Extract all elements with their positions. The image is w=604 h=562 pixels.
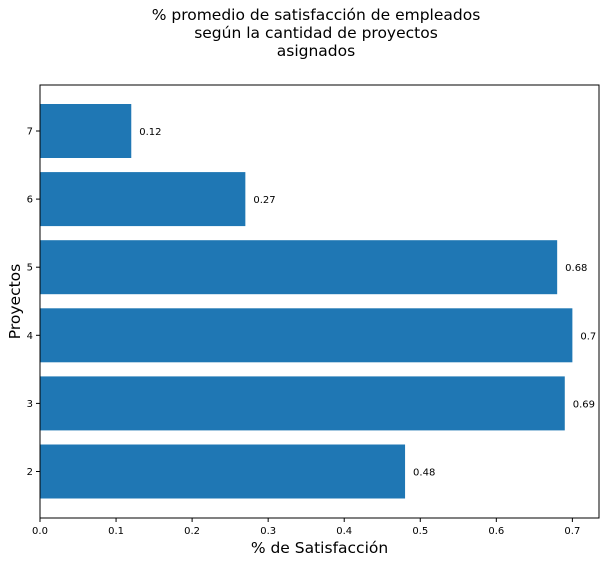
x-tick-label-2: 0.2 <box>184 526 200 537</box>
data-label-3: 0.69 <box>573 399 595 410</box>
y-axis: 2 3 4 5 6 7 <box>27 127 40 478</box>
y-tick-label-2: 2 <box>27 467 33 478</box>
data-labels: 0.48 0.69 0.7 0.68 0.27 0.12 <box>139 127 596 479</box>
x-tick-label-0: 0.0 <box>32 526 48 537</box>
bar-3 <box>40 376 565 431</box>
x-tick-label-6: 0.6 <box>488 526 504 537</box>
bar-5 <box>40 240 558 295</box>
bar-4 <box>40 308 573 363</box>
data-label-4: 0.7 <box>580 331 596 342</box>
bars <box>40 104 573 499</box>
x-axis: 0.0 0.1 0.2 0.3 0.4 0.5 0.6 0.7 <box>32 518 580 537</box>
x-tick-label-5: 0.5 <box>412 526 428 537</box>
bar-7 <box>40 104 132 158</box>
y-tick-label-5: 5 <box>27 263 33 274</box>
data-label-5: 0.68 <box>565 263 587 274</box>
y-tick-label-4: 4 <box>27 331 33 342</box>
bar-2 <box>40 444 406 499</box>
bar-6 <box>40 172 246 227</box>
data-label-2: 0.48 <box>413 468 435 479</box>
x-tick-label-4: 0.4 <box>336 526 352 537</box>
x-tick-label-1: 0.1 <box>108 526 124 537</box>
chart-title-line-3: asignados <box>277 42 355 60</box>
chart-title-line-2: según la cantidad de proyectos <box>194 24 438 42</box>
y-tick-label-3: 3 <box>27 399 33 410</box>
data-label-6: 0.27 <box>253 195 275 206</box>
x-tick-label-3: 0.3 <box>260 526 276 537</box>
y-axis-label: Proyectos <box>6 264 24 339</box>
data-label-7: 0.12 <box>139 127 161 138</box>
x-axis-label: % de Satisfacción <box>251 539 388 557</box>
y-tick-label-6: 6 <box>27 195 33 206</box>
y-tick-label-7: 7 <box>27 127 33 138</box>
plot-frame <box>39 84 600 519</box>
x-tick-label-7: 0.7 <box>564 526 580 537</box>
chart-title-line-1: % promedio de satisfacción de empleados <box>152 6 481 24</box>
chart-title: % promedio de satisfacción de empleadoss… <box>152 6 481 60</box>
